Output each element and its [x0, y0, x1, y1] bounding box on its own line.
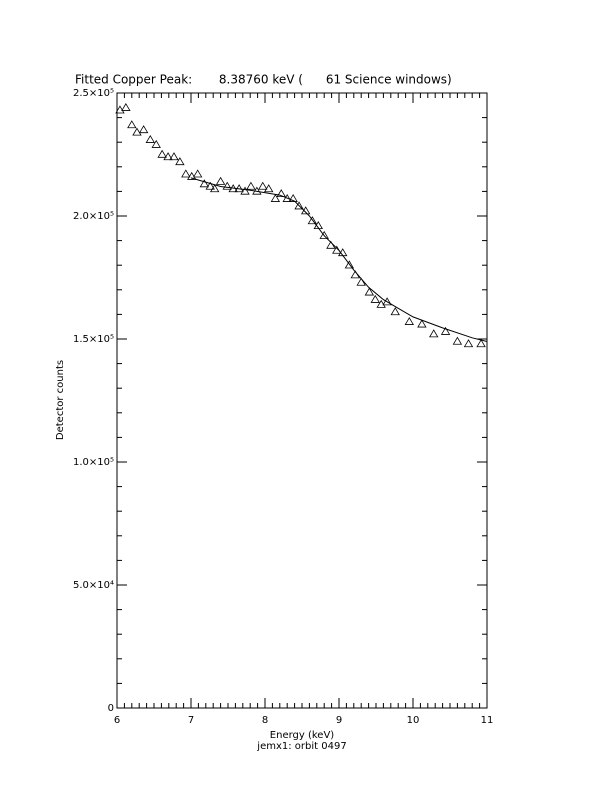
data-point [138, 125, 149, 134]
data-point [404, 316, 414, 325]
fit-line [190, 177, 488, 342]
data-point [151, 139, 161, 148]
data-point [370, 294, 380, 303]
data-point [187, 171, 197, 180]
data-point [476, 339, 486, 348]
y-tick-label: 5.0×10⁴ [73, 580, 114, 591]
data-point [205, 181, 215, 190]
y-tick-label: 1.0×10⁵ [73, 457, 114, 468]
data-point [192, 169, 203, 178]
data-point [294, 201, 304, 210]
data-point [452, 336, 463, 345]
data-point [463, 339, 474, 348]
x-tick-label: 10 [407, 715, 420, 726]
data-point [276, 189, 286, 198]
y-tick-label: 0 [108, 703, 114, 714]
data-point [440, 326, 451, 335]
data-point [344, 260, 355, 269]
data-point [209, 184, 220, 193]
x-tick-label: 11 [481, 715, 494, 726]
data-point [246, 181, 256, 190]
data-point [222, 181, 232, 190]
y-tick-label: 1.5×10⁵ [73, 334, 114, 345]
chart-title: Fitted Copper Peak: 8.38760 keV ( 61 Sci… [75, 73, 452, 87]
data-point [163, 152, 173, 161]
x-tick-label: 8 [262, 715, 268, 726]
x-tick-label: 7 [188, 715, 194, 726]
data-point [215, 176, 226, 185]
data-point [132, 127, 142, 136]
x-tick-label: 6 [114, 715, 120, 726]
data-point [282, 193, 292, 202]
data-point [127, 120, 137, 129]
data-point [417, 319, 427, 328]
x-axis-label: Energy (keV) [270, 730, 335, 741]
data-point [307, 216, 318, 225]
data-point [157, 149, 167, 158]
data-point [376, 299, 386, 308]
data-point [169, 152, 179, 161]
data-point [429, 329, 439, 338]
data-point [258, 181, 268, 190]
data-point [115, 105, 125, 114]
data-point [319, 230, 329, 239]
data-point [356, 277, 366, 286]
y-axis-label: Detector counts [55, 360, 66, 440]
x-tick-label: 9 [336, 715, 342, 726]
y-tick-label: 2.0×10⁵ [73, 211, 114, 222]
y-tick-label: 2.5×10⁵ [73, 88, 114, 99]
data-point [121, 102, 131, 111]
data-point [145, 134, 155, 143]
data-point [199, 179, 210, 188]
data-point [264, 184, 274, 193]
subtitle: jemx1: orbit 0497 [256, 741, 346, 752]
data-point [175, 157, 185, 166]
data-point [390, 307, 400, 316]
data-point [364, 287, 375, 296]
data-point [240, 186, 250, 195]
data-point [382, 297, 392, 306]
data-point [288, 193, 298, 202]
data-point [181, 169, 191, 178]
data-point [270, 193, 281, 202]
